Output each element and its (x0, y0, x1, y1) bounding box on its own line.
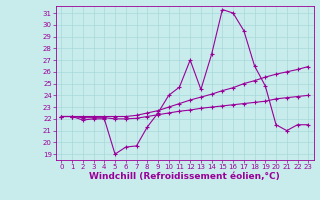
X-axis label: Windchill (Refroidissement éolien,°C): Windchill (Refroidissement éolien,°C) (89, 172, 280, 181)
